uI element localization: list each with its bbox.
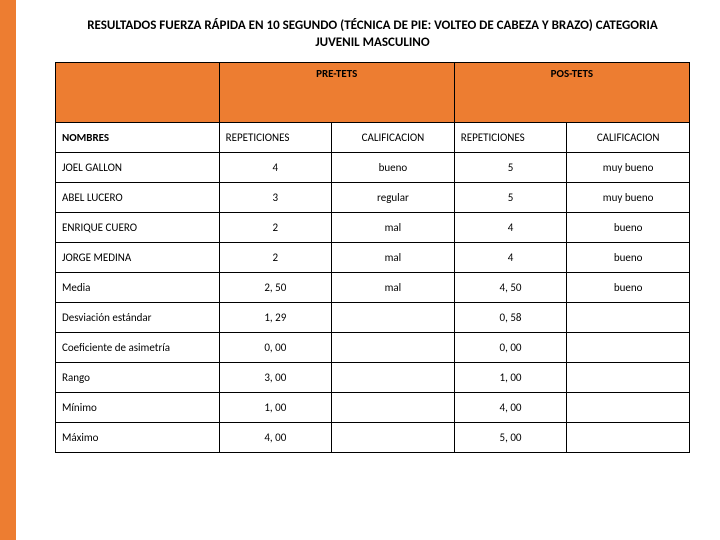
value-cell: 4 — [454, 242, 566, 272]
table-row: Mínimo 1, 00 4, 00 — [56, 392, 690, 422]
value-cell: 4 — [219, 152, 331, 182]
value-cell: 4, 50 — [454, 272, 566, 302]
value-cell: 0, 00 — [219, 332, 331, 362]
table-row: ABEL LUCERO 3 regular 5 muy bueno — [56, 182, 690, 212]
pre-header: PRE-TETS — [219, 62, 454, 122]
value-cell: 5, 00 — [454, 422, 566, 452]
table-row: JORGE MEDINA 2 mal 4 bueno — [56, 242, 690, 272]
value-cell: mal — [332, 242, 455, 272]
table-row: Media 2, 50 mal 4, 50 bueno — [56, 272, 690, 302]
table-header-cols: NOMBRES REPETICIONES CALIFICACION REPETI… — [56, 122, 690, 152]
value-cell: mal — [332, 272, 455, 302]
value-cell: 4, 00 — [454, 392, 566, 422]
name-cell: JOEL GALLON — [56, 152, 220, 182]
value-cell: 1, 00 — [454, 362, 566, 392]
value-cell — [332, 392, 455, 422]
value-cell — [567, 422, 690, 452]
value-cell: mal — [332, 212, 455, 242]
table-row: Coeficiente de asimetría 0, 00 0, 00 — [56, 332, 690, 362]
name-cell: JORGE MEDINA — [56, 242, 220, 272]
value-cell: 1, 29 — [219, 302, 331, 332]
table-row: Rango 3, 00 1, 00 — [56, 362, 690, 392]
stat-name: Máximo — [56, 422, 220, 452]
value-cell — [567, 332, 690, 362]
value-cell: regular — [332, 182, 455, 212]
value-cell — [332, 422, 455, 452]
accent-sidebar — [0, 0, 16, 540]
value-cell: bueno — [567, 272, 690, 302]
value-cell: 3 — [219, 182, 331, 212]
value-cell: bueno — [567, 242, 690, 272]
value-cell — [567, 392, 690, 422]
stat-name: Desviación estándar — [56, 302, 220, 332]
col-nombres: NOMBRES — [56, 122, 220, 152]
value-cell: 4, 00 — [219, 422, 331, 452]
value-cell: 5 — [454, 182, 566, 212]
stat-name: Coeficiente de asimetría — [56, 332, 220, 362]
value-cell: bueno — [332, 152, 455, 182]
name-cell: ENRIQUE CUERO — [56, 212, 220, 242]
value-cell: bueno — [567, 212, 690, 242]
value-cell: 2, 50 — [219, 272, 331, 302]
corner-cell — [56, 62, 220, 122]
value-cell: muy bueno — [567, 152, 690, 182]
col-pos-cal: CALIFICACION — [567, 122, 690, 152]
slide-title: RESULTADOS FUERZA RÁPIDA EN 10 SEGUNDO (… — [55, 18, 690, 52]
value-cell: 5 — [454, 152, 566, 182]
pos-header: POS-TETS — [454, 62, 689, 122]
stat-name: Mínimo — [56, 392, 220, 422]
value-cell: 0, 00 — [454, 332, 566, 362]
value-cell: 1, 00 — [219, 392, 331, 422]
value-cell — [567, 302, 690, 332]
results-table: PRE-TETS POS-TETS NOMBRES REPETICIONES C… — [55, 62, 690, 453]
name-cell: ABEL LUCERO — [56, 182, 220, 212]
value-cell: muy bueno — [567, 182, 690, 212]
value-cell — [567, 362, 690, 392]
slide-content: RESULTADOS FUERZA RÁPIDA EN 10 SEGUNDO (… — [55, 18, 690, 453]
value-cell — [332, 362, 455, 392]
col-pos-rep: REPETICIONES — [454, 122, 566, 152]
col-pre-rep: REPETICIONES — [219, 122, 331, 152]
value-cell — [332, 332, 455, 362]
table-row: Máximo 4, 00 5, 00 — [56, 422, 690, 452]
table-row: JOEL GALLON 4 bueno 5 muy bueno — [56, 152, 690, 182]
value-cell: 2 — [219, 242, 331, 272]
value-cell: 3, 00 — [219, 362, 331, 392]
stat-name: Rango — [56, 362, 220, 392]
table-row: Desviación estándar 1, 29 0, 58 — [56, 302, 690, 332]
value-cell — [332, 302, 455, 332]
table-row: ENRIQUE CUERO 2 mal 4 bueno — [56, 212, 690, 242]
value-cell: 2 — [219, 212, 331, 242]
table-header-groups: PRE-TETS POS-TETS — [56, 62, 690, 122]
value-cell: 0, 58 — [454, 302, 566, 332]
stat-name: Media — [56, 272, 220, 302]
value-cell: 4 — [454, 212, 566, 242]
col-pre-cal: CALIFICACION — [332, 122, 455, 152]
